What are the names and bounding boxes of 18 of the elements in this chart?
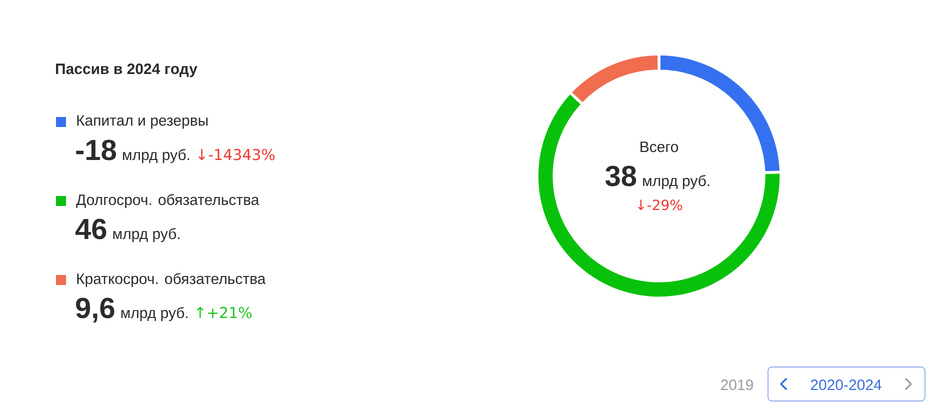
legend-label: Капитал и резервы — [77, 115, 208, 129]
text: 2019 — [721, 380, 753, 390]
legend-label: Долгосроч. обязательства — [76, 194, 260, 208]
text: 38 — [605, 166, 636, 186]
text: -18 — [76, 140, 116, 160]
legend-label: Краткосроч. обязательства — [77, 272, 266, 288]
text: млрд руб. — [121, 307, 188, 322]
text: 9,6 — [76, 298, 114, 322]
text: Всего — [640, 142, 678, 152]
text: млрд руб. — [122, 148, 190, 164]
text: 46 — [75, 218, 106, 240]
text: млрд руб. — [113, 228, 180, 242]
chart-title: Пассив в 2024 году — [56, 64, 198, 78]
text: млрд руб. — [643, 174, 710, 190]
text: 2020-2024 — [810, 380, 882, 390]
text: ↑+21% — [196, 306, 252, 318]
text: ↓-29% — [638, 200, 682, 210]
text: ↓-14343% — [198, 148, 275, 160]
